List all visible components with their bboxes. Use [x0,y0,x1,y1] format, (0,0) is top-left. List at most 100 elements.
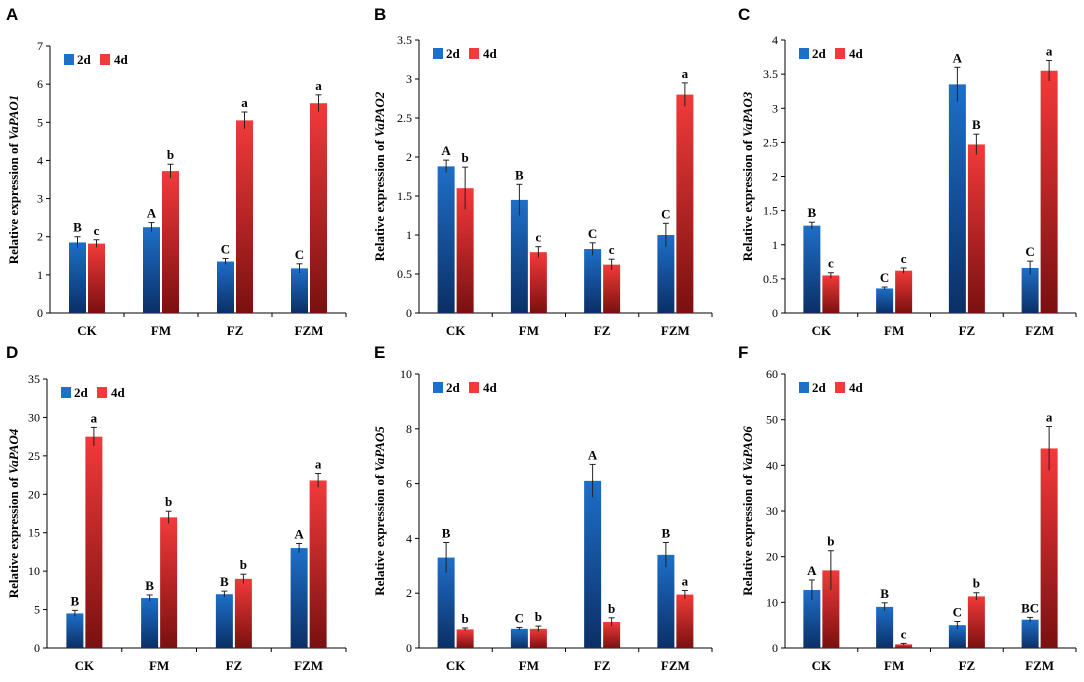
y-tick-label: 1.5 [397,189,412,203]
panel-letter: F [738,343,748,362]
y-tick-label: 30 [766,504,778,518]
significance-label: C [880,270,889,285]
bar-2d [584,249,602,313]
y-axis-label: Relative expression of VaPAO3 [740,91,755,261]
y-axis-label-gene: VaPAO6 [740,426,755,472]
y-tick-label: 4 [772,33,778,47]
y-axis-label-prefix: Relative expression of [372,137,387,261]
y-tick-label: 30 [28,410,40,424]
y-tick-label: 10 [400,367,412,381]
panel-A: A 0 1 2 3 4 5 6 7 Relative expression of VaPAO1 CK… [6,5,347,338]
significance-label: b [973,576,980,591]
category-label: FZM [295,323,324,338]
category-label: FZM [294,658,323,673]
bar-4d [85,436,103,648]
legend-swatch-2d [433,382,443,393]
bar-4d [162,171,179,313]
y-tick-label: 20 [766,550,778,564]
legend-label-4d: 4d [483,46,498,61]
category-label: FZM [1025,323,1054,338]
significance-label: C [661,206,670,221]
legend-label-4d: 4d [849,380,864,395]
y-axis-label: Relative expression of VaPAO4 [6,428,21,598]
bar-4d [603,264,621,313]
significance-label: C [295,247,304,262]
legend-label-4d: 4d [114,52,129,67]
bar-2d [141,598,159,648]
bar-2d [215,594,233,648]
bar-2d [657,235,675,313]
significance-label: a [1046,410,1053,425]
y-tick-label: 4 [37,153,43,167]
significance-label: a [315,78,322,93]
legend-label-2d: 2d [812,46,827,61]
significance-label: BC [1021,600,1039,615]
legend-swatch-4d [835,48,845,59]
significance-label: C [1025,244,1034,259]
significance-label: A [441,143,451,158]
y-tick-label: 10 [766,595,778,609]
bar-2d [584,480,602,648]
category-label: CK [77,323,97,338]
bar-2d [948,625,966,648]
y-tick-label: 0 [772,306,778,320]
panel-letter: B [374,5,386,24]
significance-label: b [535,609,542,624]
legend-swatch-2d [433,48,443,59]
significance-label: B [972,117,981,132]
bar-4d [676,94,694,313]
bar-4d [822,570,840,648]
significance-label: B [145,578,154,593]
y-tick-label: 5 [34,603,40,617]
bar-2d [437,557,455,648]
y-axis-label: Relative expression of VaPAO1 [6,95,21,265]
category-label: FM [519,658,539,673]
bar-4d [456,629,474,648]
category-label: FM [884,323,904,338]
bar-4d [1040,448,1058,648]
bar-4d [822,275,840,313]
significance-label: A [953,50,963,65]
bar-2d [291,268,308,313]
y-tick-label: 3 [772,101,778,115]
legend-swatch-4d [469,48,479,59]
legend-label-2d: 2d [446,380,461,395]
y-axis-label: Relative expression of VaPAO2 [372,91,387,261]
panel-letter: A [6,5,18,24]
y-tick-label: 15 [28,526,40,540]
significance-label: A [807,563,817,578]
category-label: FM [149,658,169,673]
bar-2d [510,199,528,313]
bar-4d [88,243,105,313]
y-axis-label-gene: VaPAO5 [372,426,387,472]
bar-4d [529,628,547,648]
y-axis-label-prefix: Relative expression of [740,137,755,261]
bar-2d [510,628,528,648]
bar-4d [895,270,913,313]
bar-4d [160,517,178,648]
y-axis-label-gene: VaPAO4 [6,428,21,474]
panel-D: D 0 5 10 15 20 25 30 35 Relative expression of Va… [6,343,347,673]
legend-label-2d: 2d [446,46,461,61]
y-tick-label: 3 [37,192,43,206]
y-axis-label-prefix: Relative expression of [6,474,21,598]
y-axis-label-prefix: Relative expression of [740,471,755,595]
significance-label: A [294,526,304,541]
y-tick-label: 40 [766,458,778,472]
significance-label: C [588,226,597,241]
y-tick-label: 1.5 [763,204,778,218]
significance-label: b [165,494,172,509]
y-tick-label: 10 [28,564,40,578]
category-label: CK [812,323,832,338]
category-label: FZ [594,323,611,338]
y-tick-label: 6 [406,477,412,491]
panel-C: C 0 0.5 1 1.5 2 2.5 3 3.5 4 Relative expression of… [738,5,1077,338]
category-label: FZM [661,323,690,338]
y-tick-label: 6 [37,77,43,91]
panel-letter: C [738,5,750,24]
category-label: FZM [1025,658,1054,673]
bar-2d [437,166,455,313]
significance-label: c [901,626,907,641]
y-axis-label-prefix: Relative expression of [372,471,387,595]
